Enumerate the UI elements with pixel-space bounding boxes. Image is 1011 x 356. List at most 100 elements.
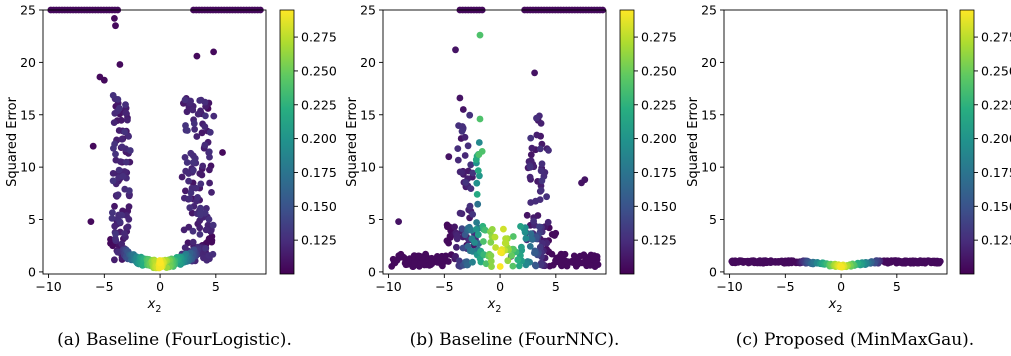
scatter-point	[451, 223, 458, 231]
scatter-point	[156, 259, 164, 267]
y-tick-label: 25	[20, 3, 36, 18]
scatter-point	[886, 258, 894, 265]
scatter-point	[473, 225, 480, 233]
scatter-point	[202, 245, 209, 252]
scatter-point	[197, 204, 204, 212]
scatter-point	[467, 161, 475, 169]
scatter-point	[206, 153, 213, 161]
scatter-point	[110, 119, 118, 126]
scatter-point	[476, 172, 483, 180]
scatter-point	[391, 259, 399, 267]
y-tick-label: 20	[20, 55, 36, 70]
x-tick-label: −10	[375, 279, 401, 294]
scatter-point	[538, 177, 546, 185]
scatter-point	[546, 262, 554, 270]
scatter-point	[196, 170, 204, 178]
scatter-point	[116, 61, 124, 68]
scatter-point	[196, 231, 204, 238]
scatter-point	[459, 106, 467, 113]
x-tick-label: 5	[893, 279, 901, 294]
scatter-point	[531, 261, 539, 269]
scatter-point	[181, 194, 188, 202]
scatter-point	[189, 238, 197, 246]
scatter-points	[47, 6, 264, 272]
scatter-point	[201, 123, 209, 130]
scatter-point	[537, 167, 545, 175]
scatter-point	[196, 224, 204, 232]
scatter-point	[190, 166, 197, 174]
scatter-point	[209, 221, 217, 229]
scatter-point	[477, 258, 485, 266]
scatter-point	[473, 179, 481, 187]
scatter-point	[552, 229, 560, 237]
scatter-point	[458, 225, 466, 233]
scatter-point	[183, 108, 191, 116]
scatter-point	[208, 189, 215, 196]
scatter-point	[590, 253, 598, 261]
scatter-point	[411, 259, 418, 267]
scatter-point	[497, 248, 504, 256]
y-tick-label: 25	[701, 3, 717, 18]
colorbar-tick-label: 0.250	[301, 63, 337, 78]
colorbar-tick-label: 0.250	[981, 63, 1011, 78]
scatter-point	[206, 166, 213, 174]
scatter-point	[488, 263, 495, 270]
scatter-point	[475, 139, 483, 146]
scatter-points	[388, 6, 606, 270]
scatter-point	[522, 261, 530, 269]
scatter-point	[182, 187, 189, 195]
scatter-point	[475, 151, 483, 159]
x-tick-label: 5	[552, 279, 560, 294]
scatter-point	[187, 97, 195, 105]
x-tick-label: −5	[435, 279, 453, 294]
scatter-point	[109, 170, 117, 177]
scatter-point	[100, 76, 108, 84]
scatter-point	[191, 125, 199, 133]
colorbar-tick-label: 0.150	[981, 199, 1011, 214]
colorbar-tick-label: 0.125	[981, 233, 1011, 248]
scatter-point	[543, 193, 550, 201]
x-axis-label: x2	[147, 297, 162, 315]
subfigure-caption: (c) Proposed (MinMaxGau).	[736, 330, 974, 350]
colorbar	[619, 9, 635, 275]
scatter-point	[531, 249, 538, 257]
scatter-point	[210, 48, 218, 56]
colorbar-tick-label: 0.275	[641, 30, 677, 45]
scatter-point	[197, 209, 204, 217]
scatter-point	[117, 158, 124, 166]
scatter-point	[455, 122, 462, 129]
scatter-point	[501, 239, 509, 247]
scatter-point	[111, 202, 118, 210]
scatter-point	[190, 120, 198, 127]
scatter-point	[194, 194, 202, 201]
x-tick-label: 0	[837, 279, 845, 294]
scatter-point	[116, 104, 123, 112]
scatter-point	[206, 128, 214, 136]
scatter-point	[109, 242, 117, 250]
scatter-point	[111, 15, 118, 22]
scatter-point	[124, 116, 131, 124]
scatter-point	[397, 250, 405, 258]
scatter-point	[115, 166, 123, 174]
scatter-point	[570, 252, 578, 260]
scatter-point	[121, 128, 129, 136]
scatter-point	[533, 131, 541, 139]
scatter-point	[452, 253, 459, 260]
scatter-point	[456, 168, 464, 176]
scatter-point	[453, 243, 460, 251]
scatter-point	[87, 218, 95, 226]
scatter-point	[126, 147, 134, 154]
scatter-point	[120, 230, 128, 238]
y-tick-label: 10	[701, 160, 717, 175]
scatter-point	[189, 227, 197, 235]
y-tick-label: 15	[701, 107, 717, 122]
scatter-point	[209, 250, 217, 258]
scatter-point	[481, 226, 489, 234]
y-axis-label: Squared Error	[5, 96, 20, 186]
scatter-point	[108, 214, 116, 222]
colorbar	[279, 9, 295, 275]
scatter-point	[210, 112, 218, 120]
scatter-point	[199, 162, 207, 170]
scatter-point	[466, 111, 474, 119]
scatter-point	[453, 235, 461, 243]
